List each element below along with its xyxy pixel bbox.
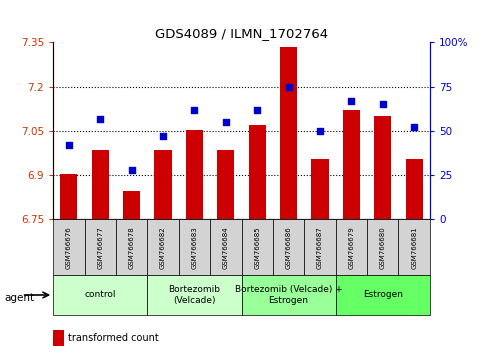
Point (253, 107, 261, 113)
Text: Estrogen: Estrogen (363, 291, 403, 299)
Text: GSM766677: GSM766677 (97, 226, 103, 269)
Point (379, 102, 387, 107)
Bar (398, 219, 430, 275)
Bar (53, 275, 147, 315)
Bar (343, 110, 360, 219)
Bar (92, 150, 109, 219)
Bar (336, 219, 367, 275)
Bar (147, 275, 242, 315)
Point (191, 107, 199, 113)
Bar (155, 150, 171, 219)
Point (411, 125, 418, 130)
Point (65, 142, 73, 148)
Bar (367, 219, 398, 275)
Bar (406, 159, 423, 219)
Point (97, 116, 104, 121)
Point (316, 128, 324, 134)
Bar (179, 219, 210, 275)
Bar (374, 116, 391, 219)
Point (348, 98, 355, 104)
Bar (304, 219, 336, 275)
Point (128, 167, 135, 173)
Text: GSM766684: GSM766684 (223, 226, 229, 269)
Text: GSM766682: GSM766682 (160, 226, 166, 269)
Bar (60, 174, 77, 219)
Bar (186, 130, 203, 219)
Text: GSM766681: GSM766681 (411, 226, 417, 269)
Point (285, 84, 293, 90)
Text: GSM766678: GSM766678 (128, 226, 135, 269)
Bar (116, 219, 147, 275)
Text: Bortezomib (Velcade) +
Estrogen: Bortezomib (Velcade) + Estrogen (235, 285, 342, 305)
Bar (210, 219, 242, 275)
Text: Bortezomib
(Velcade): Bortezomib (Velcade) (169, 285, 220, 305)
Text: GSM766676: GSM766676 (66, 226, 72, 269)
Bar (242, 219, 273, 275)
Text: control: control (85, 291, 116, 299)
Bar (336, 275, 430, 315)
Bar (249, 125, 266, 219)
Point (159, 133, 167, 139)
Text: GSM766679: GSM766679 (348, 226, 355, 269)
Text: GSM766680: GSM766680 (380, 226, 386, 269)
Text: GSM766687: GSM766687 (317, 226, 323, 269)
Text: agent: agent (5, 293, 35, 303)
Bar (217, 150, 234, 219)
Text: transformed count: transformed count (68, 333, 159, 343)
Title: GDS4089 / ILMN_1702764: GDS4089 / ILMN_1702764 (155, 27, 328, 40)
Text: GSM766685: GSM766685 (254, 226, 260, 269)
Point (222, 119, 230, 125)
Bar (53, 219, 85, 275)
Bar (312, 159, 328, 219)
Text: GSM766683: GSM766683 (191, 226, 198, 269)
Bar (53, 330, 64, 346)
Bar (123, 192, 140, 219)
Bar (147, 219, 179, 275)
Bar (242, 275, 336, 315)
Bar (273, 219, 304, 275)
Bar (280, 47, 297, 219)
Text: GSM766686: GSM766686 (285, 226, 292, 269)
Bar (85, 219, 116, 275)
